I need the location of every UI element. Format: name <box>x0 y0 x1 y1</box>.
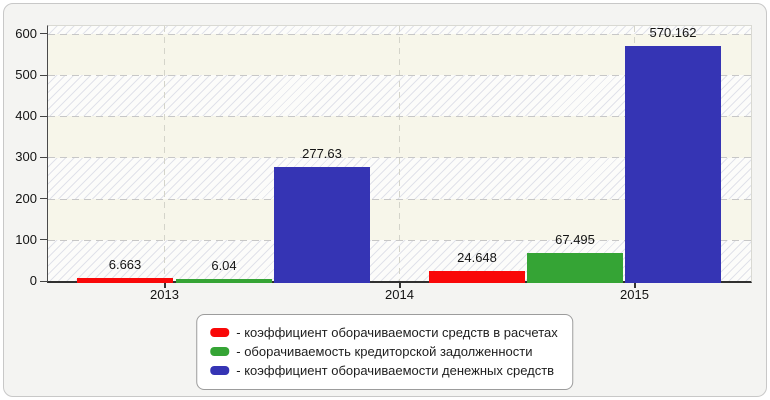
y-axis-tick-label: 100 <box>15 231 37 247</box>
horizontal-gridline <box>48 33 751 35</box>
x-tick-mark <box>633 283 636 288</box>
y-axis-tick-label: 400 <box>15 108 37 124</box>
bar-value-label: 67.495 <box>555 232 595 248</box>
y-tick-mark <box>40 33 47 35</box>
bar-value-label: 570.162 <box>649 25 697 41</box>
x-axis-tick-label: 2014 <box>385 287 414 302</box>
legend-item: - коэффициент оборачиваемости средств в … <box>210 323 558 342</box>
x-tick-mark <box>163 283 166 288</box>
legend-label: - коэффициент оборачиваемости денежных с… <box>236 363 555 378</box>
bar-2014-s2 <box>625 46 721 283</box>
legend-swatch <box>210 328 230 337</box>
vertical-gridline <box>164 26 165 281</box>
bar-value-label: 24.648 <box>457 249 497 265</box>
bar-2013-s2 <box>274 166 370 283</box>
horizontal-gridline <box>48 116 751 118</box>
bar-value-label: 277.63 <box>302 145 342 161</box>
legend-item: - оборачиваемость кредиторской задолженн… <box>210 342 557 361</box>
x-axis-tick-label: 2013 <box>150 287 179 302</box>
legend-swatch <box>210 366 230 375</box>
bar-2013-s1 <box>176 278 272 283</box>
legend-label: - коэффициент оборачиваемости средств в … <box>236 325 558 340</box>
x-tick-mark <box>398 283 401 288</box>
bar-value-label: 6.663 <box>108 257 142 273</box>
y-tick-mark <box>40 115 47 117</box>
legend-swatch <box>210 347 230 356</box>
y-axis-tick-label: 600 <box>15 25 37 41</box>
y-tick-mark <box>40 74 47 76</box>
x-axis-tick-label: 2015 <box>620 287 649 302</box>
bar-value-label: 6.04 <box>211 257 237 273</box>
horizontal-gridline <box>48 75 751 77</box>
horizontal-gridline <box>48 198 751 200</box>
y-axis-tick-label: 300 <box>15 149 37 165</box>
bar-2013-s0 <box>77 278 173 283</box>
vertical-gridline <box>399 26 400 281</box>
y-tick-mark <box>40 239 47 241</box>
y-axis-tick-label: 500 <box>15 67 37 83</box>
y-tick-mark <box>40 280 47 282</box>
legend-label: - оборачиваемость кредиторской задолженн… <box>236 344 533 359</box>
y-axis-tick-label: 200 <box>15 190 37 206</box>
y-tick-mark <box>40 156 47 158</box>
horizontal-gridline <box>48 157 751 159</box>
legend: - коэффициент оборачиваемости средств в … <box>196 314 574 390</box>
bar-2014-s0 <box>429 270 525 283</box>
horizontal-gridline <box>48 239 751 241</box>
plot-area: 6.663 6.04 277.63 24.648 67.495 570.162 <box>47 25 752 283</box>
bar-2014-s1 <box>527 253 623 283</box>
y-axis-tick-label: 0 <box>29 273 37 288</box>
legend-item: - коэффициент оборачиваемости денежных с… <box>210 361 557 380</box>
y-tick-mark <box>40 198 47 200</box>
